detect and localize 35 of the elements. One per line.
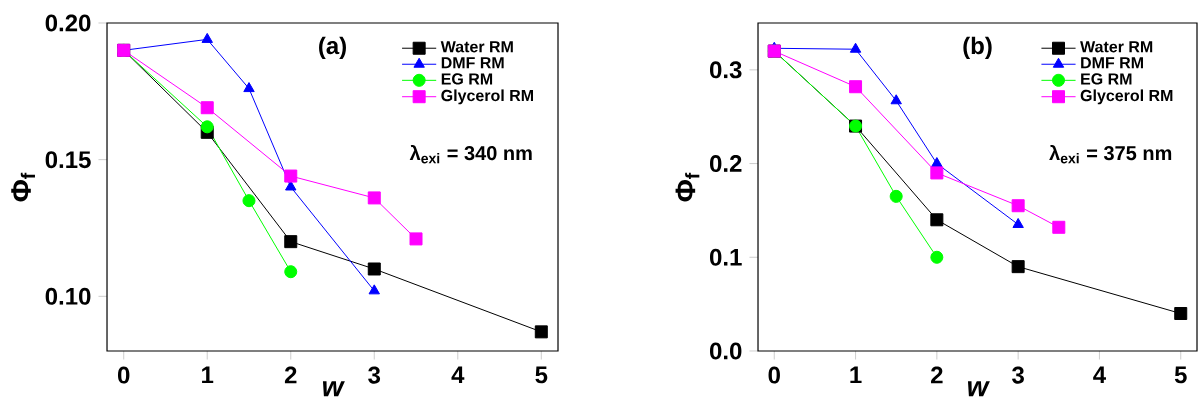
x-tick-label: 4 — [451, 366, 465, 384]
x-tick-label: 1 — [202, 366, 214, 384]
y-axis-title: Φ$_{f}$ — [675, 172, 700, 202]
legend-label: DMF RM — [441, 57, 504, 69]
y-tick-label: 0.2 — [709, 155, 742, 173]
x-axis-title: w — [322, 381, 345, 397]
y-tick-label: 0.10 — [45, 287, 91, 305]
annotation: λ$_{exi}$ = 375 nm — [1049, 144, 1172, 164]
x-tick-label: 2 — [284, 366, 297, 384]
x-axis-title: w — [967, 381, 990, 397]
x-tick-label: 5 — [535, 366, 548, 384]
legend-label: Glycerol RM — [1080, 89, 1173, 105]
y-axis-title: Φ$_{f}$ — [11, 172, 35, 202]
x-tick-label: 3 — [1012, 366, 1024, 384]
legend-label: EG RM — [441, 73, 493, 85]
x-tick-label: 2 — [931, 366, 943, 384]
text: (b) — [963, 36, 992, 59]
legend-label: Glycerol RM — [441, 89, 533, 105]
x-tick-label: 0 — [117, 366, 130, 384]
y-tick-label: 0.15 — [45, 151, 91, 169]
x-tick-label: 3 — [368, 366, 381, 384]
text: (a) — [319, 36, 346, 59]
x-tick-label: 0 — [768, 366, 780, 384]
legend-label: Water RM — [1080, 41, 1153, 53]
x-tick-label: 5 — [1174, 366, 1187, 384]
y-tick-label: 0.3 — [709, 61, 742, 79]
y-tick-label: 0.0 — [709, 342, 742, 360]
y-tick-label: 0.1 — [709, 248, 742, 266]
annotation: λ$_{exi}$ = 340 nm — [409, 144, 532, 164]
legend-label: Water RM — [440, 41, 513, 53]
x-tick-label: 4 — [1093, 366, 1106, 384]
x-tick-label: 1 — [850, 366, 862, 384]
legend-label: EG RM — [1081, 73, 1132, 85]
legend-label: DMF RM — [1081, 57, 1143, 69]
y-tick-label: 0.20 — [45, 14, 91, 32]
